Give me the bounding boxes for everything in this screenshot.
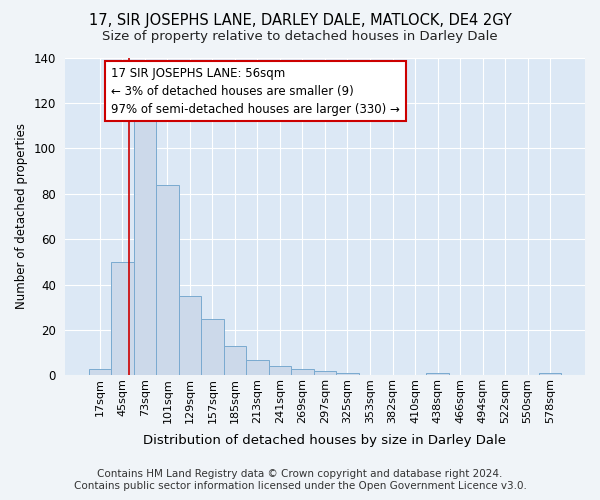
Bar bbox=[111, 262, 134, 376]
Bar bbox=[336, 373, 359, 376]
Bar bbox=[291, 368, 314, 376]
Bar bbox=[539, 373, 562, 376]
Bar bbox=[224, 346, 246, 376]
Bar bbox=[179, 296, 201, 376]
Text: 17, SIR JOSEPHS LANE, DARLEY DALE, MATLOCK, DE4 2GY: 17, SIR JOSEPHS LANE, DARLEY DALE, MATLO… bbox=[89, 12, 511, 28]
Bar bbox=[246, 360, 269, 376]
Bar bbox=[156, 184, 179, 376]
Text: Contains HM Land Registry data © Crown copyright and database right 2024.
Contai: Contains HM Land Registry data © Crown c… bbox=[74, 470, 526, 491]
Bar bbox=[314, 371, 336, 376]
Bar bbox=[426, 373, 449, 376]
Text: 17 SIR JOSEPHS LANE: 56sqm
← 3% of detached houses are smaller (9)
97% of semi-d: 17 SIR JOSEPHS LANE: 56sqm ← 3% of detac… bbox=[111, 66, 400, 116]
Bar bbox=[201, 318, 224, 376]
Text: Size of property relative to detached houses in Darley Dale: Size of property relative to detached ho… bbox=[102, 30, 498, 43]
X-axis label: Distribution of detached houses by size in Darley Dale: Distribution of detached houses by size … bbox=[143, 434, 506, 448]
Bar bbox=[134, 121, 156, 376]
Y-axis label: Number of detached properties: Number of detached properties bbox=[15, 124, 28, 310]
Bar bbox=[269, 366, 291, 376]
Bar bbox=[89, 368, 111, 376]
